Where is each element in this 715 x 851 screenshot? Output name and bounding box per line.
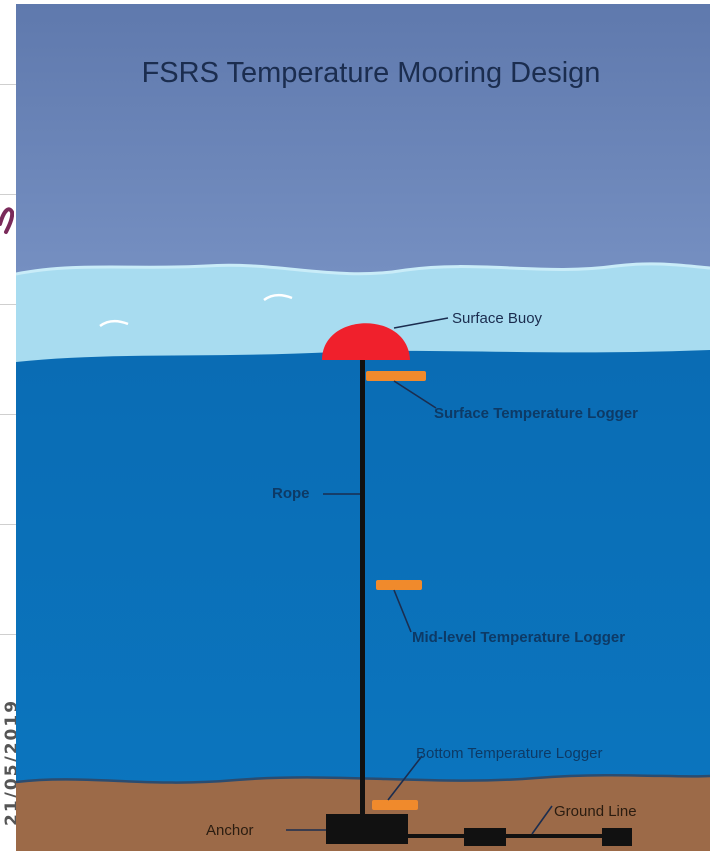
- margin-rule: [0, 84, 16, 85]
- page-margin: 21/05/2019: [0, 0, 20, 851]
- leader-ground-line: [531, 805, 553, 835]
- margin-rule: [0, 194, 16, 195]
- label-rope: Rope: [272, 485, 310, 502]
- surface-water-band: [16, 263, 710, 366]
- leader-bottom-logger: [387, 755, 423, 801]
- leader-mid-logger: [393, 589, 412, 633]
- margin-rule: [0, 304, 16, 305]
- diagram-title: FSRS Temperature Mooring Design: [142, 57, 601, 89]
- label-surface-buoy: Surface Buoy: [452, 310, 543, 327]
- margin-rule: [0, 414, 16, 415]
- ground-line-weight: [464, 828, 506, 846]
- surface-temperature-logger: [366, 371, 426, 381]
- handwriting-fragment: [0, 196, 14, 236]
- label-ground-line: Ground Line: [554, 803, 637, 820]
- mooring-rope: [360, 350, 365, 832]
- wave-crest-mark: [99, 320, 129, 328]
- leader-surface-logger: [393, 380, 437, 409]
- label-surface-temperature-logger: Surface Temperature Logger: [434, 405, 638, 422]
- label-bottom-temperature-logger: Bottom Temperature Logger: [416, 745, 603, 762]
- margin-rule: [0, 524, 16, 525]
- leader-surface-buoy: [393, 317, 449, 329]
- seabed-contour: [16, 774, 710, 784]
- mooring-diagram: FSRS Temperature Mooring Design: [16, 4, 710, 851]
- mid-level-temperature-logger: [376, 580, 422, 590]
- sky-background: [16, 4, 710, 284]
- label-anchor: Anchor: [206, 822, 254, 839]
- label-mid-level-temperature-logger: Mid-level Temperature Logger: [412, 629, 625, 646]
- margin-rule: [0, 634, 16, 635]
- anchor-block: [326, 814, 408, 844]
- ground-line: [408, 834, 632, 838]
- surface-buoy: [322, 323, 410, 360]
- surface-wave-line: [16, 262, 710, 276]
- wave-crest-mark: [263, 294, 293, 302]
- ground-line-weight: [602, 828, 632, 846]
- bottom-temperature-logger: [372, 800, 418, 810]
